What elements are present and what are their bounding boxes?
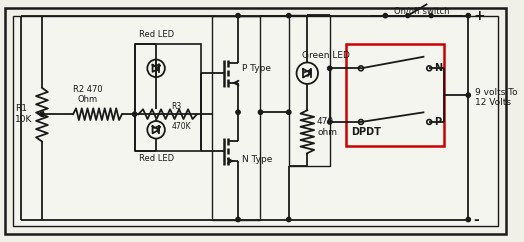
Circle shape bbox=[466, 14, 471, 18]
Text: 470K: 470K bbox=[172, 122, 191, 131]
Bar bbox=[135, 44, 201, 151]
Text: DPDT: DPDT bbox=[351, 127, 381, 137]
Text: On/off switch: On/off switch bbox=[394, 7, 449, 16]
Circle shape bbox=[236, 110, 240, 114]
Circle shape bbox=[287, 217, 291, 222]
Circle shape bbox=[383, 14, 387, 18]
Text: N: N bbox=[434, 63, 442, 73]
Circle shape bbox=[328, 66, 332, 70]
Text: Red LED: Red LED bbox=[138, 154, 173, 163]
Bar bbox=[212, 16, 260, 219]
Text: 470
ohm: 470 ohm bbox=[317, 117, 337, 136]
Text: +: + bbox=[473, 9, 485, 23]
Circle shape bbox=[466, 93, 471, 97]
Circle shape bbox=[406, 14, 410, 18]
Text: P Type: P Type bbox=[242, 64, 271, 73]
Text: Green LED: Green LED bbox=[302, 51, 350, 60]
Text: P: P bbox=[434, 117, 441, 127]
Circle shape bbox=[328, 120, 332, 124]
Text: R3: R3 bbox=[172, 102, 182, 111]
Circle shape bbox=[133, 112, 137, 116]
Text: -: - bbox=[473, 212, 479, 227]
Circle shape bbox=[236, 217, 240, 222]
Circle shape bbox=[287, 14, 291, 18]
Circle shape bbox=[258, 110, 263, 114]
Text: R2 470
Ohm: R2 470 Ohm bbox=[73, 85, 103, 104]
Bar bbox=[346, 44, 444, 146]
Bar bbox=[289, 15, 330, 166]
Bar bbox=[13, 16, 498, 226]
Text: R1
10K: R1 10K bbox=[15, 105, 32, 124]
Circle shape bbox=[40, 112, 44, 116]
Text: N Type: N Type bbox=[242, 155, 272, 164]
Circle shape bbox=[236, 14, 240, 18]
Circle shape bbox=[429, 14, 433, 18]
Text: 9 volts To
12 Volts: 9 volts To 12 Volts bbox=[475, 88, 518, 107]
Circle shape bbox=[287, 110, 291, 114]
Text: Red LED: Red LED bbox=[138, 30, 173, 39]
Circle shape bbox=[466, 217, 471, 222]
